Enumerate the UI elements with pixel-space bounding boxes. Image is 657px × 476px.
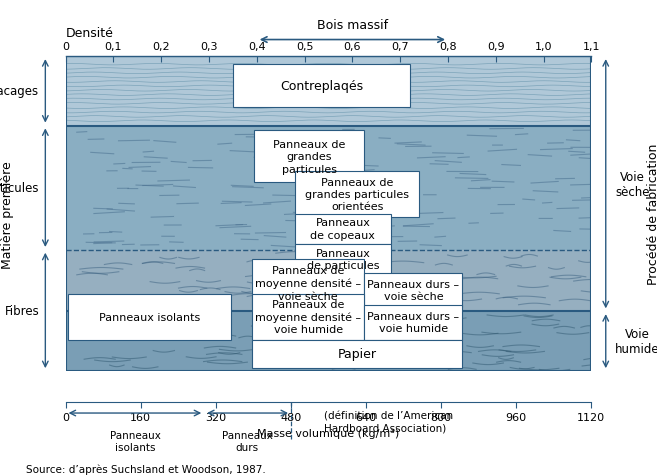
Bar [66,57,591,126]
Text: Panneaux de
moyenne densité –
voie humide: Panneaux de moyenne densité – voie humid… [255,299,361,335]
Text: Contreplaqés: Contreplaqés [280,79,363,93]
Text: Voie
sèche: Voie sèche [615,170,650,198]
Text: Panneaux isolants: Panneaux isolants [99,312,200,322]
Text: Placages: Placages [0,85,39,98]
Bar [295,214,391,244]
Bar [365,305,463,340]
Bar [365,274,463,307]
Text: Panneaux durs –
voie sèche: Panneaux durs – voie sèche [367,279,459,302]
Bar [66,312,591,371]
Bar [233,65,410,108]
Bar [66,126,591,250]
Text: Bois massif: Bois massif [317,19,388,32]
Text: Panneaux
durs: Panneaux durs [222,430,273,452]
Bar [254,131,365,183]
Bar [252,294,365,340]
Text: (définition de l’American
Hardboard Association): (définition de l’American Hardboard Asso… [324,411,453,433]
Text: Panneaux
de particules: Panneaux de particules [307,248,379,271]
Text: Panneaux de
grandes particules
orientées: Panneaux de grandes particules orientées [305,177,409,212]
Text: Panneaux de
grandes
particules: Panneaux de grandes particules [273,139,346,174]
Bar [252,340,463,368]
Text: Panneaux durs –
voie humide: Panneaux durs – voie humide [367,311,459,334]
Text: Source: d’après Suchsland et Woodson, 1987.: Source: d’après Suchsland et Woodson, 19… [26,463,266,474]
Text: Procédé de fabrication: Procédé de fabrication [647,144,657,285]
Bar [66,250,591,312]
X-axis label: Densité: Densité [66,27,114,40]
X-axis label: Masse volumique (kg/m³): Masse volumique (kg/m³) [258,428,399,438]
Text: Voie
humide: Voie humide [615,327,657,356]
Bar [68,294,231,340]
Text: Panneaux
de copeaux: Panneaux de copeaux [310,218,375,240]
Bar [252,260,365,307]
Text: Matière première: Matière première [1,160,14,268]
Text: Particules: Particules [0,182,39,195]
Text: Panneaux
isolants: Panneaux isolants [110,430,160,452]
Text: Panneaux de
moyenne densité –
voie sèche: Panneaux de moyenne densité – voie sèche [255,266,361,301]
Text: Papier: Papier [338,347,376,360]
Text: Fibres: Fibres [5,304,39,317]
Bar [295,244,391,276]
Bar [295,172,419,218]
